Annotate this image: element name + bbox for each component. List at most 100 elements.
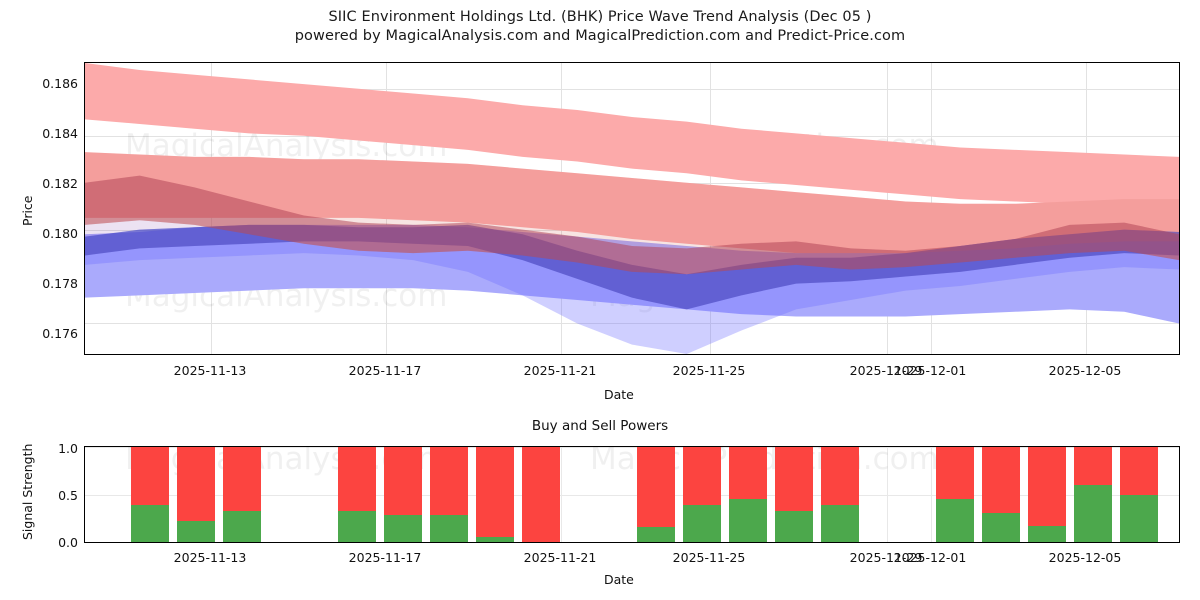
buy-power-segment bbox=[1120, 494, 1158, 542]
x2-tick-label-2: 2025-11-17 bbox=[348, 550, 422, 565]
page-title: SIIC Environment Holdings Ltd. (BHK) Pri… bbox=[328, 9, 872, 25]
x2-tick-label-5: 2025-11-29 bbox=[849, 550, 923, 565]
signal-bar[interactable] bbox=[177, 447, 215, 542]
gridline2-h-1 bbox=[85, 494, 1179, 496]
signal-bar[interactable] bbox=[476, 447, 514, 542]
y2-tick-label-05: 0.5 bbox=[58, 488, 78, 503]
y-axis-title-price: Price bbox=[20, 195, 35, 227]
gridline-h-5 bbox=[85, 88, 1179, 90]
sell-power-segment bbox=[476, 447, 514, 538]
signal-bar[interactable] bbox=[729, 447, 767, 542]
buy-sell-powers-chart: MagicalAnalysis.comMagicalPrediction.com bbox=[84, 446, 1180, 543]
buy-power-segment bbox=[384, 515, 422, 542]
sell-power-segment bbox=[982, 447, 1020, 513]
wave-core-red bbox=[85, 175, 1179, 275]
sell-power-segment bbox=[729, 447, 767, 500]
x-tick-label-3: 2025-11-21 bbox=[523, 363, 597, 378]
y-tick-label-0184: 0.184 bbox=[42, 126, 78, 141]
sell-power-segment bbox=[775, 447, 813, 511]
y2-tick-label-00: 0.0 bbox=[58, 535, 78, 550]
sell-power-segment bbox=[223, 447, 261, 511]
chart-title-block: SIIC Environment Holdings Ltd. (BHK) Pri… bbox=[0, 8, 1200, 46]
y2-axis-title-signal-strength: Signal Strength bbox=[20, 443, 35, 540]
signal-bar[interactable] bbox=[637, 447, 675, 542]
x-tick-label-5: 2025-11-29 bbox=[849, 363, 923, 378]
x-tick-label-7: 2025-12-05 bbox=[1048, 363, 1122, 378]
sell-power-segment bbox=[1028, 447, 1066, 526]
wave-red-halo bbox=[85, 152, 1179, 275]
sell-power-segment bbox=[936, 447, 974, 500]
gridline2-h-2 bbox=[85, 447, 1179, 448]
wave-core-blue bbox=[85, 224, 1179, 310]
signal-bar[interactable] bbox=[384, 447, 422, 542]
sell-power-segment bbox=[177, 447, 215, 522]
signal-bar[interactable] bbox=[982, 447, 1020, 542]
sell-power-segment bbox=[522, 447, 560, 542]
resistance-band-upper bbox=[85, 63, 1179, 209]
signal-bar[interactable] bbox=[821, 447, 859, 542]
gridline2-v-2 bbox=[561, 447, 562, 542]
x2-tick-label-1: 2025-11-13 bbox=[173, 550, 247, 565]
y-tick-label-0186: 0.186 bbox=[42, 76, 78, 91]
y2-tickmark-1 bbox=[84, 495, 85, 496]
sell-power-segment bbox=[683, 447, 721, 505]
x-tick-label-1: 2025-11-13 bbox=[173, 363, 247, 378]
buy-power-segment bbox=[637, 526, 675, 542]
resistance-band-lower bbox=[85, 152, 1179, 258]
signal-bar[interactable] bbox=[338, 447, 376, 542]
y2-tick-label-10: 1.0 bbox=[58, 441, 78, 456]
y-tick-label-0180: 0.180 bbox=[42, 226, 78, 241]
y-tick-label-0176: 0.176 bbox=[42, 326, 78, 341]
sell-power-segment bbox=[338, 447, 376, 511]
buy-power-segment bbox=[982, 512, 1020, 542]
sell-power-segment bbox=[384, 447, 422, 516]
signal-bar[interactable] bbox=[775, 447, 813, 542]
gridline2-v-5 bbox=[931, 447, 932, 542]
signal-bar[interactable] bbox=[1028, 447, 1066, 542]
page-subtitle: powered by MagicalAnalysis.com and Magic… bbox=[294, 28, 906, 44]
buy-power-segment bbox=[430, 515, 468, 542]
x2-tick-label-3: 2025-11-21 bbox=[523, 550, 597, 565]
x2-axis-title-date: Date bbox=[604, 572, 634, 587]
signal-bar[interactable] bbox=[223, 447, 261, 542]
signal-bar[interactable] bbox=[1120, 447, 1158, 542]
sell-power-segment bbox=[131, 447, 169, 505]
signal-bar[interactable] bbox=[131, 447, 169, 542]
buy-power-segment bbox=[1028, 525, 1066, 542]
y-tick-label-0178: 0.178 bbox=[42, 276, 78, 291]
price-bands-svg bbox=[85, 63, 1179, 354]
x-axis-title-date: Date bbox=[604, 387, 634, 402]
sell-power-segment bbox=[1120, 447, 1158, 495]
price-wave-chart: MagicalAnalysis.comMagicalPrediction.com… bbox=[84, 62, 1180, 355]
y2-tickmark-2 bbox=[84, 447, 85, 448]
buy-power-segment bbox=[683, 504, 721, 542]
buy-power-segment bbox=[821, 504, 859, 542]
signal-bar[interactable] bbox=[683, 447, 721, 542]
x-tick-label-4: 2025-11-25 bbox=[672, 363, 746, 378]
signal-bar[interactable] bbox=[430, 447, 468, 542]
gridline-h-0 bbox=[85, 323, 1179, 325]
x2-tick-label-6: 2025-12-01 bbox=[893, 550, 967, 565]
y2-tickmark-0 bbox=[84, 542, 85, 543]
buy-power-segment bbox=[223, 510, 261, 542]
sell-power-segment bbox=[821, 447, 859, 505]
buy-power-segment bbox=[338, 510, 376, 542]
y-tick-label-0182: 0.182 bbox=[42, 176, 78, 191]
gridline2-h-0 bbox=[85, 542, 1179, 543]
buy-power-segment bbox=[131, 504, 169, 542]
signal-bar[interactable] bbox=[1074, 447, 1112, 542]
gridline2-v-4 bbox=[887, 447, 888, 542]
buy-power-segment bbox=[936, 499, 974, 542]
sell-power-segment bbox=[1074, 447, 1112, 485]
x2-tick-label-4: 2025-11-25 bbox=[672, 550, 746, 565]
signal-bar[interactable] bbox=[522, 447, 560, 542]
x2-tick-label-7: 2025-12-05 bbox=[1048, 550, 1122, 565]
signal-bar[interactable] bbox=[936, 447, 974, 542]
buy-sell-powers-title: Buy and Sell Powers bbox=[531, 418, 669, 434]
buy-power-segment bbox=[729, 499, 767, 542]
x-tick-label-2: 2025-11-17 bbox=[348, 363, 422, 378]
buy-power-segment bbox=[1074, 485, 1112, 542]
buy-power-segment bbox=[476, 537, 514, 542]
x-tick-label-6: 2025-12-01 bbox=[893, 363, 967, 378]
